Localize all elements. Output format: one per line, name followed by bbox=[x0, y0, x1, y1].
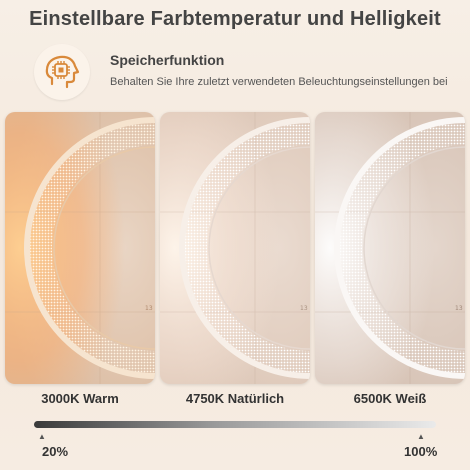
page-title: Einstellbare Farbtemperatur und Helligke… bbox=[29, 8, 441, 30]
svg-text:13: 13 bbox=[145, 305, 153, 312]
feature-title: Speicherfunktion bbox=[110, 52, 225, 68]
svg-text:13: 13 bbox=[300, 305, 308, 312]
panel-white: 13 bbox=[315, 112, 465, 384]
svg-text:13: 13 bbox=[455, 305, 463, 312]
panel-natural: 13 bbox=[160, 112, 310, 384]
panel-warm: 13 bbox=[5, 112, 155, 384]
panel-label-white: 6500K Weiß bbox=[353, 391, 427, 406]
panel-label-natural: 4750K Natürlich bbox=[185, 391, 285, 406]
min-marker-icon: ▲ bbox=[38, 432, 46, 441]
brightness-min-label: 20% bbox=[42, 444, 69, 459]
brightness-max-label: 100% bbox=[404, 444, 438, 459]
feature-description: Behalten Sie Ihre zuletzt verwendeten Be… bbox=[110, 76, 448, 88]
max-marker-icon: ▲ bbox=[417, 432, 425, 441]
brightness-gradient-bar bbox=[34, 421, 436, 428]
brain-chip-icon bbox=[34, 44, 90, 100]
panel-label-warm: 3000K Warm bbox=[41, 391, 119, 406]
